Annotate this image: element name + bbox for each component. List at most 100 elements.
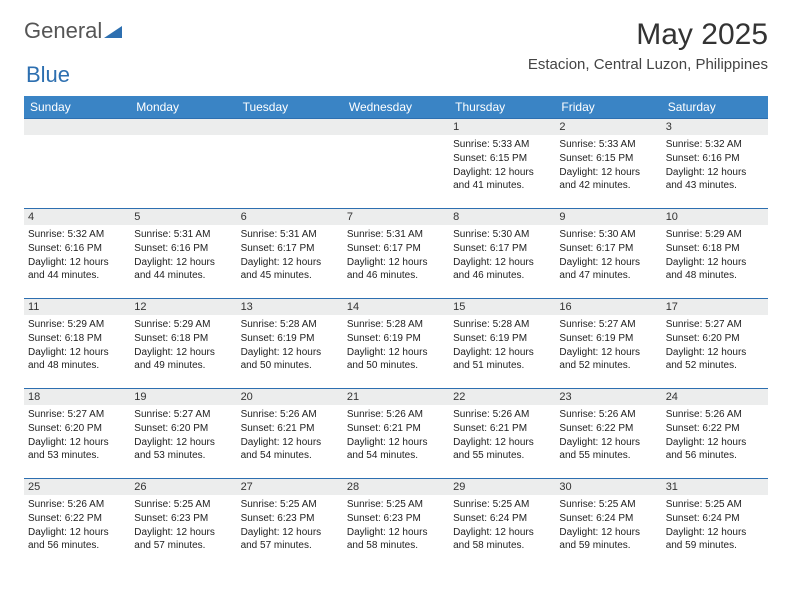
title-block: May 2025 Estacion, Central Luzon, Philip…	[528, 18, 768, 73]
sunset-line: Sunset: 6:22 PM	[28, 512, 126, 525]
calendar-cell: 22Sunrise: 5:26 AMSunset: 6:21 PMDayligh…	[449, 389, 555, 479]
day-number: 2	[555, 119, 661, 135]
day-details: Sunrise: 5:27 AMSunset: 6:20 PMDaylight:…	[24, 405, 130, 467]
calendar-cell	[237, 119, 343, 209]
daylight-line: Daylight: 12 hours and 44 minutes.	[28, 256, 126, 282]
sunset-line: Sunset: 6:16 PM	[666, 152, 764, 165]
sunset-line: Sunset: 6:20 PM	[134, 422, 232, 435]
sunrise-line: Sunrise: 5:25 AM	[559, 498, 657, 511]
day-number: 30	[555, 479, 661, 495]
calendar-body: 1Sunrise: 5:33 AMSunset: 6:15 PMDaylight…	[24, 119, 768, 569]
calendar-cell: 26Sunrise: 5:25 AMSunset: 6:23 PMDayligh…	[130, 479, 236, 569]
daylight-line: Daylight: 12 hours and 59 minutes.	[559, 526, 657, 552]
calendar-cell: 24Sunrise: 5:26 AMSunset: 6:22 PMDayligh…	[662, 389, 768, 479]
sunset-line: Sunset: 6:20 PM	[28, 422, 126, 435]
sunset-line: Sunset: 6:24 PM	[666, 512, 764, 525]
sunset-line: Sunset: 6:21 PM	[347, 422, 445, 435]
daylight-line: Daylight: 12 hours and 49 minutes.	[134, 346, 232, 372]
sunset-line: Sunset: 6:19 PM	[347, 332, 445, 345]
daylight-line: Daylight: 12 hours and 41 minutes.	[453, 166, 551, 192]
daylight-line: Daylight: 12 hours and 51 minutes.	[453, 346, 551, 372]
sunset-line: Sunset: 6:18 PM	[28, 332, 126, 345]
calendar-cell: 12Sunrise: 5:29 AMSunset: 6:18 PMDayligh…	[130, 299, 236, 389]
calendar-cell: 3Sunrise: 5:32 AMSunset: 6:16 PMDaylight…	[662, 119, 768, 209]
sunset-line: Sunset: 6:20 PM	[666, 332, 764, 345]
sunset-line: Sunset: 6:16 PM	[28, 242, 126, 255]
calendar-cell: 8Sunrise: 5:30 AMSunset: 6:17 PMDaylight…	[449, 209, 555, 299]
month-title: May 2025	[528, 18, 768, 52]
calendar-row: 18Sunrise: 5:27 AMSunset: 6:20 PMDayligh…	[24, 389, 768, 479]
calendar-cell: 9Sunrise: 5:30 AMSunset: 6:17 PMDaylight…	[555, 209, 661, 299]
day-number: 1	[449, 119, 555, 135]
day-number: 10	[662, 209, 768, 225]
sunrise-line: Sunrise: 5:33 AM	[559, 138, 657, 151]
calendar-cell: 19Sunrise: 5:27 AMSunset: 6:20 PMDayligh…	[130, 389, 236, 479]
daylight-line: Daylight: 12 hours and 48 minutes.	[28, 346, 126, 372]
calendar-cell: 13Sunrise: 5:28 AMSunset: 6:19 PMDayligh…	[237, 299, 343, 389]
day-details: Sunrise: 5:25 AMSunset: 6:24 PMDaylight:…	[449, 495, 555, 557]
sunrise-line: Sunrise: 5:27 AM	[666, 318, 764, 331]
daylight-line: Daylight: 12 hours and 52 minutes.	[666, 346, 764, 372]
day-number: 31	[662, 479, 768, 495]
weekday-header: Monday	[130, 96, 236, 119]
calendar-cell: 5Sunrise: 5:31 AMSunset: 6:16 PMDaylight…	[130, 209, 236, 299]
day-number: 26	[130, 479, 236, 495]
sunset-line: Sunset: 6:21 PM	[453, 422, 551, 435]
day-details: Sunrise: 5:29 AMSunset: 6:18 PMDaylight:…	[662, 225, 768, 287]
calendar-row: 25Sunrise: 5:26 AMSunset: 6:22 PMDayligh…	[24, 479, 768, 569]
day-details: Sunrise: 5:28 AMSunset: 6:19 PMDaylight:…	[343, 315, 449, 377]
calendar-cell: 17 Sunrise: 5:27 AMSunset: 6:20 PMDayligh…	[662, 299, 768, 389]
day-number: 21	[343, 389, 449, 405]
sunrise-line: Sunrise: 5:25 AM	[666, 498, 764, 511]
daylight-line: Daylight: 12 hours and 55 minutes.	[453, 436, 551, 462]
sunrise-line: Sunrise: 5:27 AM	[559, 318, 657, 331]
calendar-row: 1Sunrise: 5:33 AMSunset: 6:15 PMDaylight…	[24, 119, 768, 209]
sunrise-line: Sunrise: 5:30 AM	[453, 228, 551, 241]
daylight-line: Daylight: 12 hours and 47 minutes.	[559, 256, 657, 282]
calendar-cell: 25Sunrise: 5:26 AMSunset: 6:22 PMDayligh…	[24, 479, 130, 569]
day-details: Sunrise: 5:29 AMSunset: 6:18 PMDaylight:…	[24, 315, 130, 377]
sunrise-line: Sunrise: 5:28 AM	[347, 318, 445, 331]
sunrise-line: Sunrise: 5:25 AM	[347, 498, 445, 511]
calendar-cell: 4Sunrise: 5:32 AMSunset: 6:16 PMDaylight…	[24, 209, 130, 299]
day-number: 28	[343, 479, 449, 495]
sunset-line: Sunset: 6:22 PM	[559, 422, 657, 435]
sunset-line: Sunset: 6:24 PM	[453, 512, 551, 525]
day-details: Sunrise: 5:29 AMSunset: 6:18 PMDaylight:…	[130, 315, 236, 377]
sunset-line: Sunset: 6:17 PM	[453, 242, 551, 255]
daylight-line: Daylight: 12 hours and 55 minutes.	[559, 436, 657, 462]
logo-triangle-icon	[104, 24, 122, 43]
sunset-line: Sunset: 6:17 PM	[347, 242, 445, 255]
sunrise-line: Sunrise: 5:28 AM	[241, 318, 339, 331]
sunset-line: Sunset: 6:23 PM	[241, 512, 339, 525]
daylight-line: Daylight: 12 hours and 42 minutes.	[559, 166, 657, 192]
calendar-cell: 20Sunrise: 5:26 AMSunset: 6:21 PMDayligh…	[237, 389, 343, 479]
sunrise-line: Sunrise: 5:25 AM	[453, 498, 551, 511]
day-number: 13	[237, 299, 343, 315]
day-details: Sunrise: 5:32 AMSunset: 6:16 PMDaylight:…	[24, 225, 130, 287]
day-number: 25	[24, 479, 130, 495]
day-details: Sunrise: 5:25 AMSunset: 6:23 PMDaylight:…	[343, 495, 449, 557]
calendar-cell: 15Sunrise: 5:28 AMSunset: 6:19 PMDayligh…	[449, 299, 555, 389]
calendar-row: 4Sunrise: 5:32 AMSunset: 6:16 PMDaylight…	[24, 209, 768, 299]
daylight-line: Daylight: 12 hours and 44 minutes.	[134, 256, 232, 282]
sunset-line: Sunset: 6:22 PM	[666, 422, 764, 435]
sunrise-line: Sunrise: 5:32 AM	[666, 138, 764, 151]
calendar-cell: 31Sunrise: 5:25 AMSunset: 6:24 PMDayligh…	[662, 479, 768, 569]
sunset-line: Sunset: 6:19 PM	[241, 332, 339, 345]
day-number: 24	[662, 389, 768, 405]
sunrise-line: Sunrise: 5:31 AM	[347, 228, 445, 241]
day-details: Sunrise: 5:26 AMSunset: 6:22 PMDaylight:…	[24, 495, 130, 557]
sunset-line: Sunset: 6:18 PM	[134, 332, 232, 345]
daylight-line: Daylight: 12 hours and 56 minutes.	[28, 526, 126, 552]
day-number: 15	[449, 299, 555, 315]
sunset-line: Sunset: 6:23 PM	[134, 512, 232, 525]
day-number: 16	[555, 299, 661, 315]
day-number: 6	[237, 209, 343, 225]
day-details: Sunrise: 5:30 AMSunset: 6:17 PMDaylight:…	[449, 225, 555, 287]
sunset-line: Sunset: 6:23 PM	[347, 512, 445, 525]
sunrise-line: Sunrise: 5:26 AM	[453, 408, 551, 421]
day-number: 17	[662, 299, 768, 315]
day-number: 4	[24, 209, 130, 225]
calendar-cell: 6Sunrise: 5:31 AMSunset: 6:17 PMDaylight…	[237, 209, 343, 299]
